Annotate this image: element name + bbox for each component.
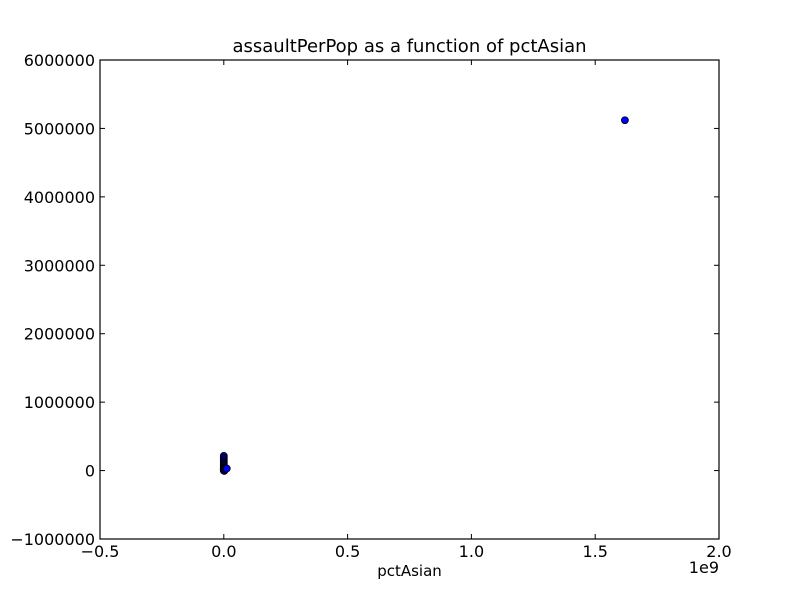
axis-ticks <box>99 59 720 540</box>
y-tick-label: 1000000 <box>24 393 95 412</box>
y-tick-label: 2000000 <box>24 325 95 344</box>
scatter-point <box>621 116 629 125</box>
y-tick-label: 6000000 <box>24 51 95 70</box>
x-tick-label: 2.0 <box>706 542 731 561</box>
x-axis-offset-label: 1e9 <box>689 558 719 577</box>
scatter-points <box>219 116 629 475</box>
y-tick-label: 5000000 <box>24 119 95 138</box>
x-tick-label: 1.5 <box>582 542 607 561</box>
x-axis-title: pctAsian <box>377 562 442 580</box>
scatter-point <box>222 464 231 473</box>
y-tick-label: 4000000 <box>24 188 95 207</box>
tick-labels: −0.5 0.0 0.5 1.0 1.5 2.0 −1000000 0 1000000 20000… <box>10 51 731 561</box>
x-tick-label: 0.5 <box>335 542 360 561</box>
chart-title: assaultPerPop as a function of pctAsian <box>232 36 586 57</box>
x-tick-label: −0.5 <box>81 542 120 561</box>
y-tick-label: 0 <box>85 462 95 481</box>
y-tick-label: −1000000 <box>10 530 95 549</box>
y-tick-label: 3000000 <box>24 256 95 275</box>
plot-area-frame <box>99 59 720 540</box>
x-tick-label: 1.0 <box>459 542 484 561</box>
x-tick-label: 0.0 <box>211 542 236 561</box>
